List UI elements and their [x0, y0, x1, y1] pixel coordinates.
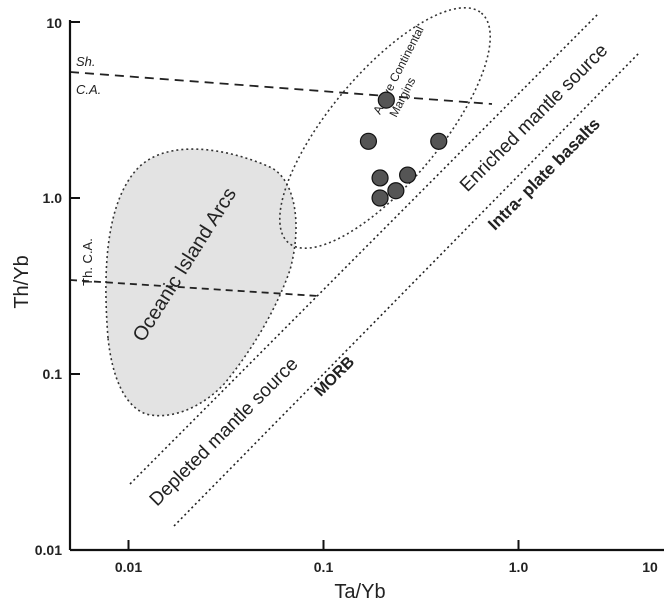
- data-point: [372, 170, 388, 186]
- label-sh: Sh.: [76, 54, 96, 69]
- data-point: [400, 167, 416, 183]
- label-th-ca: Th. C.A.: [80, 238, 95, 286]
- label-intra-plate-basalts: Intra- plate basalts: [484, 114, 604, 234]
- y-tick-label: 0.1: [43, 366, 63, 382]
- data-point: [378, 92, 394, 108]
- y-axis-title: Th/Yb: [11, 255, 33, 308]
- data-point: [372, 190, 388, 206]
- y-tick-label: 1.0: [43, 190, 63, 206]
- label-morb: MORB: [312, 354, 359, 401]
- y-tick-label: 0.01: [35, 542, 62, 558]
- x-tick-label: 1.0: [509, 559, 529, 575]
- x-tick-label: 10: [642, 559, 658, 575]
- data-point: [388, 183, 404, 199]
- x-axis-title: Ta/Yb: [334, 581, 385, 603]
- y-tick-label: 10: [46, 15, 62, 31]
- sh-ca-boundary-line: [70, 72, 492, 104]
- x-tick-label: 0.1: [314, 559, 334, 575]
- data-point: [360, 133, 376, 149]
- data-point: [431, 133, 447, 149]
- label-ca-upper: C.A.: [76, 82, 101, 97]
- x-tick-label: 0.01: [115, 559, 142, 575]
